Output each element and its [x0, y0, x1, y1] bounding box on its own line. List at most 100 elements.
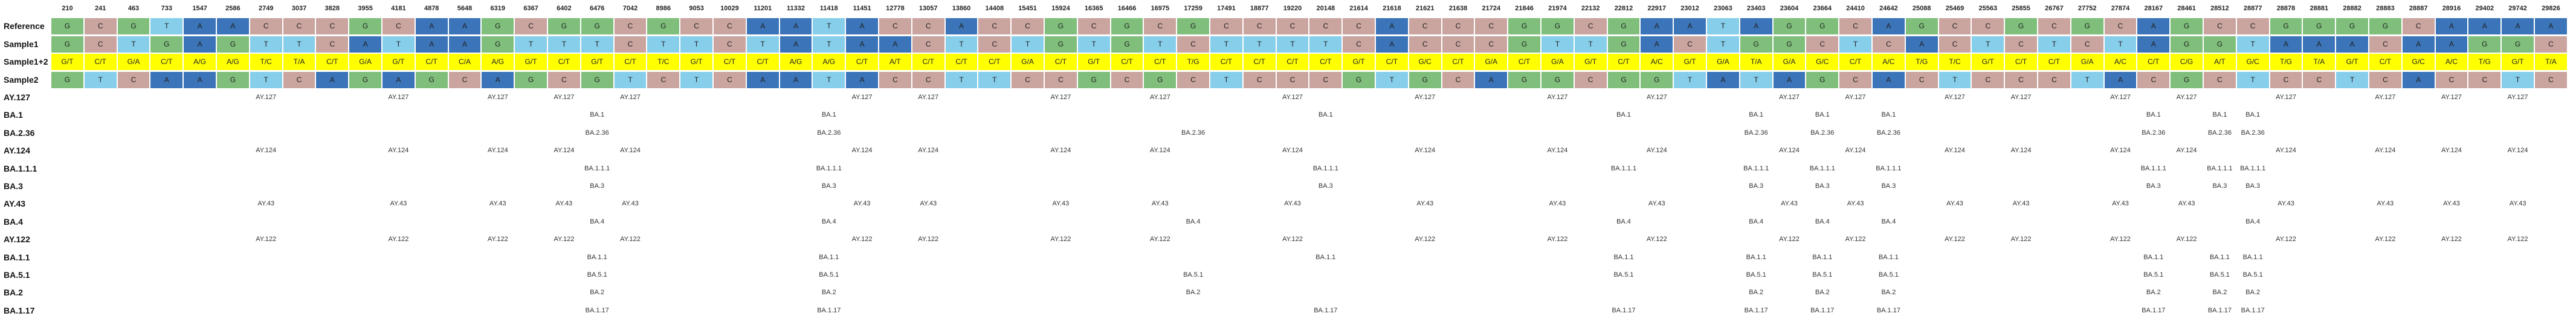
base-cell[interactable]: C [1839, 71, 1871, 88]
base-cell[interactable]: A [2468, 18, 2501, 35]
base-cell[interactable]: C [1442, 71, 1474, 88]
base-cell[interactable]: T [1674, 71, 1706, 88]
base-cell[interactable]: A [1873, 18, 1905, 35]
base-cell[interactable]: G [1773, 36, 1806, 53]
base-cell[interactable]: G [581, 71, 613, 88]
base-cell[interactable]: T [1972, 36, 2004, 53]
base-cell[interactable]: T [1077, 36, 1110, 53]
base-cell[interactable]: G [1111, 36, 1143, 53]
base-cell[interactable]: A [1641, 36, 1673, 53]
base-cell[interactable]: G/A [117, 54, 150, 71]
base-cell[interactable]: C [1343, 36, 1375, 53]
base-cell[interactable]: A [2535, 18, 2567, 35]
base-cell[interactable]: A [383, 71, 415, 88]
base-cell[interactable]: T [1012, 36, 1044, 53]
base-cell[interactable]: A [2336, 36, 2368, 53]
base-cell[interactable]: A [150, 71, 183, 88]
base-cell[interactable]: G [1607, 18, 1640, 35]
base-cell[interactable]: T/G [1905, 54, 1938, 71]
base-cell[interactable]: A [2502, 18, 2534, 35]
base-cell[interactable]: A [879, 36, 911, 53]
base-cell[interactable]: A [1641, 18, 1673, 35]
base-cell[interactable]: A [2402, 71, 2435, 88]
base-cell[interactable]: C [1343, 18, 1375, 35]
base-cell[interactable]: T [117, 36, 150, 53]
base-cell[interactable]: T [1210, 71, 1242, 88]
base-cell[interactable]: G/T [515, 54, 547, 71]
base-cell[interactable]: C/T [548, 54, 580, 71]
base-cell[interactable]: C [1077, 18, 1110, 35]
base-cell[interactable]: A/G [217, 54, 249, 71]
base-cell[interactable]: T [614, 71, 647, 88]
base-cell[interactable]: T [2236, 71, 2269, 88]
base-cell[interactable]: G/T [51, 54, 83, 71]
base-cell[interactable]: C [1210, 18, 1242, 35]
base-cell[interactable]: A [2303, 36, 2336, 53]
base-cell[interactable]: C [548, 71, 580, 88]
base-cell[interactable]: C [1243, 18, 1276, 35]
base-cell[interactable]: A [1873, 71, 1905, 88]
base-cell[interactable]: C [1574, 18, 1607, 35]
base-cell[interactable]: G/A [1541, 54, 1574, 71]
base-cell[interactable]: G [1343, 71, 1375, 88]
base-cell[interactable]: G [117, 18, 150, 35]
base-cell[interactable]: C [879, 18, 911, 35]
base-cell[interactable]: G [1508, 18, 1540, 35]
base-cell[interactable]: C [1442, 36, 1474, 53]
base-cell[interactable]: G/T [1343, 54, 1375, 71]
base-cell[interactable]: G [1111, 18, 1143, 35]
base-cell[interactable]: A/T [2204, 54, 2236, 71]
base-cell[interactable]: A [1376, 36, 1408, 53]
base-cell[interactable]: A/C [2435, 54, 2468, 71]
base-cell[interactable]: A [945, 18, 978, 35]
base-cell[interactable]: C/T [1243, 54, 1276, 71]
base-cell[interactable]: T [150, 18, 183, 35]
base-cell[interactable]: G [2005, 18, 2037, 35]
base-cell[interactable]: C/T [614, 54, 647, 71]
base-cell[interactable]: G/A [1707, 54, 1739, 71]
base-cell[interactable]: C [316, 18, 349, 35]
base-cell[interactable]: C [2204, 18, 2236, 35]
base-cell[interactable]: G/T [2502, 54, 2534, 71]
base-cell[interactable]: T [813, 71, 845, 88]
base-cell[interactable]: C [515, 18, 547, 35]
base-cell[interactable]: A [780, 71, 812, 88]
base-cell[interactable]: G/C [1806, 54, 1839, 71]
base-cell[interactable]: G [349, 71, 381, 88]
base-cell[interactable]: T [2038, 36, 2070, 53]
base-cell[interactable]: C [1309, 71, 1342, 88]
base-cell[interactable]: C [1177, 36, 1209, 53]
base-cell[interactable]: A [780, 36, 812, 53]
base-cell[interactable]: A [1376, 18, 1408, 35]
base-cell[interactable]: T [680, 71, 712, 88]
base-cell[interactable]: C [614, 18, 647, 35]
base-cell[interactable]: T/G [2270, 54, 2302, 71]
base-cell[interactable]: A [846, 18, 878, 35]
base-cell[interactable]: T [250, 71, 282, 88]
base-cell[interactable]: C [117, 71, 150, 88]
base-cell[interactable]: G/A [1012, 54, 1044, 71]
base-cell[interactable]: A/T [879, 54, 911, 71]
base-cell[interactable]: A [316, 71, 349, 88]
base-cell[interactable]: A [746, 18, 779, 35]
base-cell[interactable]: C [1243, 71, 1276, 88]
base-cell[interactable]: G/T [2336, 54, 2368, 71]
base-cell[interactable]: C [2303, 71, 2336, 88]
base-cell[interactable]: C [2005, 36, 2037, 53]
base-cell[interactable]: G/C [1409, 54, 1441, 71]
base-cell[interactable]: A [746, 71, 779, 88]
base-cell[interactable]: A [482, 71, 514, 88]
base-cell[interactable]: C/T [912, 54, 944, 71]
base-cell[interactable]: C [714, 18, 746, 35]
base-cell[interactable]: T/G [1177, 54, 1209, 71]
base-cell[interactable]: G/A [1475, 54, 1508, 71]
base-cell[interactable]: G [51, 71, 83, 88]
base-cell[interactable]: G [1740, 36, 1772, 53]
base-cell[interactable]: C/T [2369, 54, 2401, 71]
base-cell[interactable]: G/C [2402, 54, 2435, 71]
base-cell[interactable]: C/T [1144, 54, 1177, 71]
base-cell[interactable]: C/T [1508, 54, 1540, 71]
base-cell[interactable]: T [1740, 71, 1772, 88]
base-cell[interactable]: T [2502, 71, 2534, 88]
base-cell[interactable]: G [150, 36, 183, 53]
